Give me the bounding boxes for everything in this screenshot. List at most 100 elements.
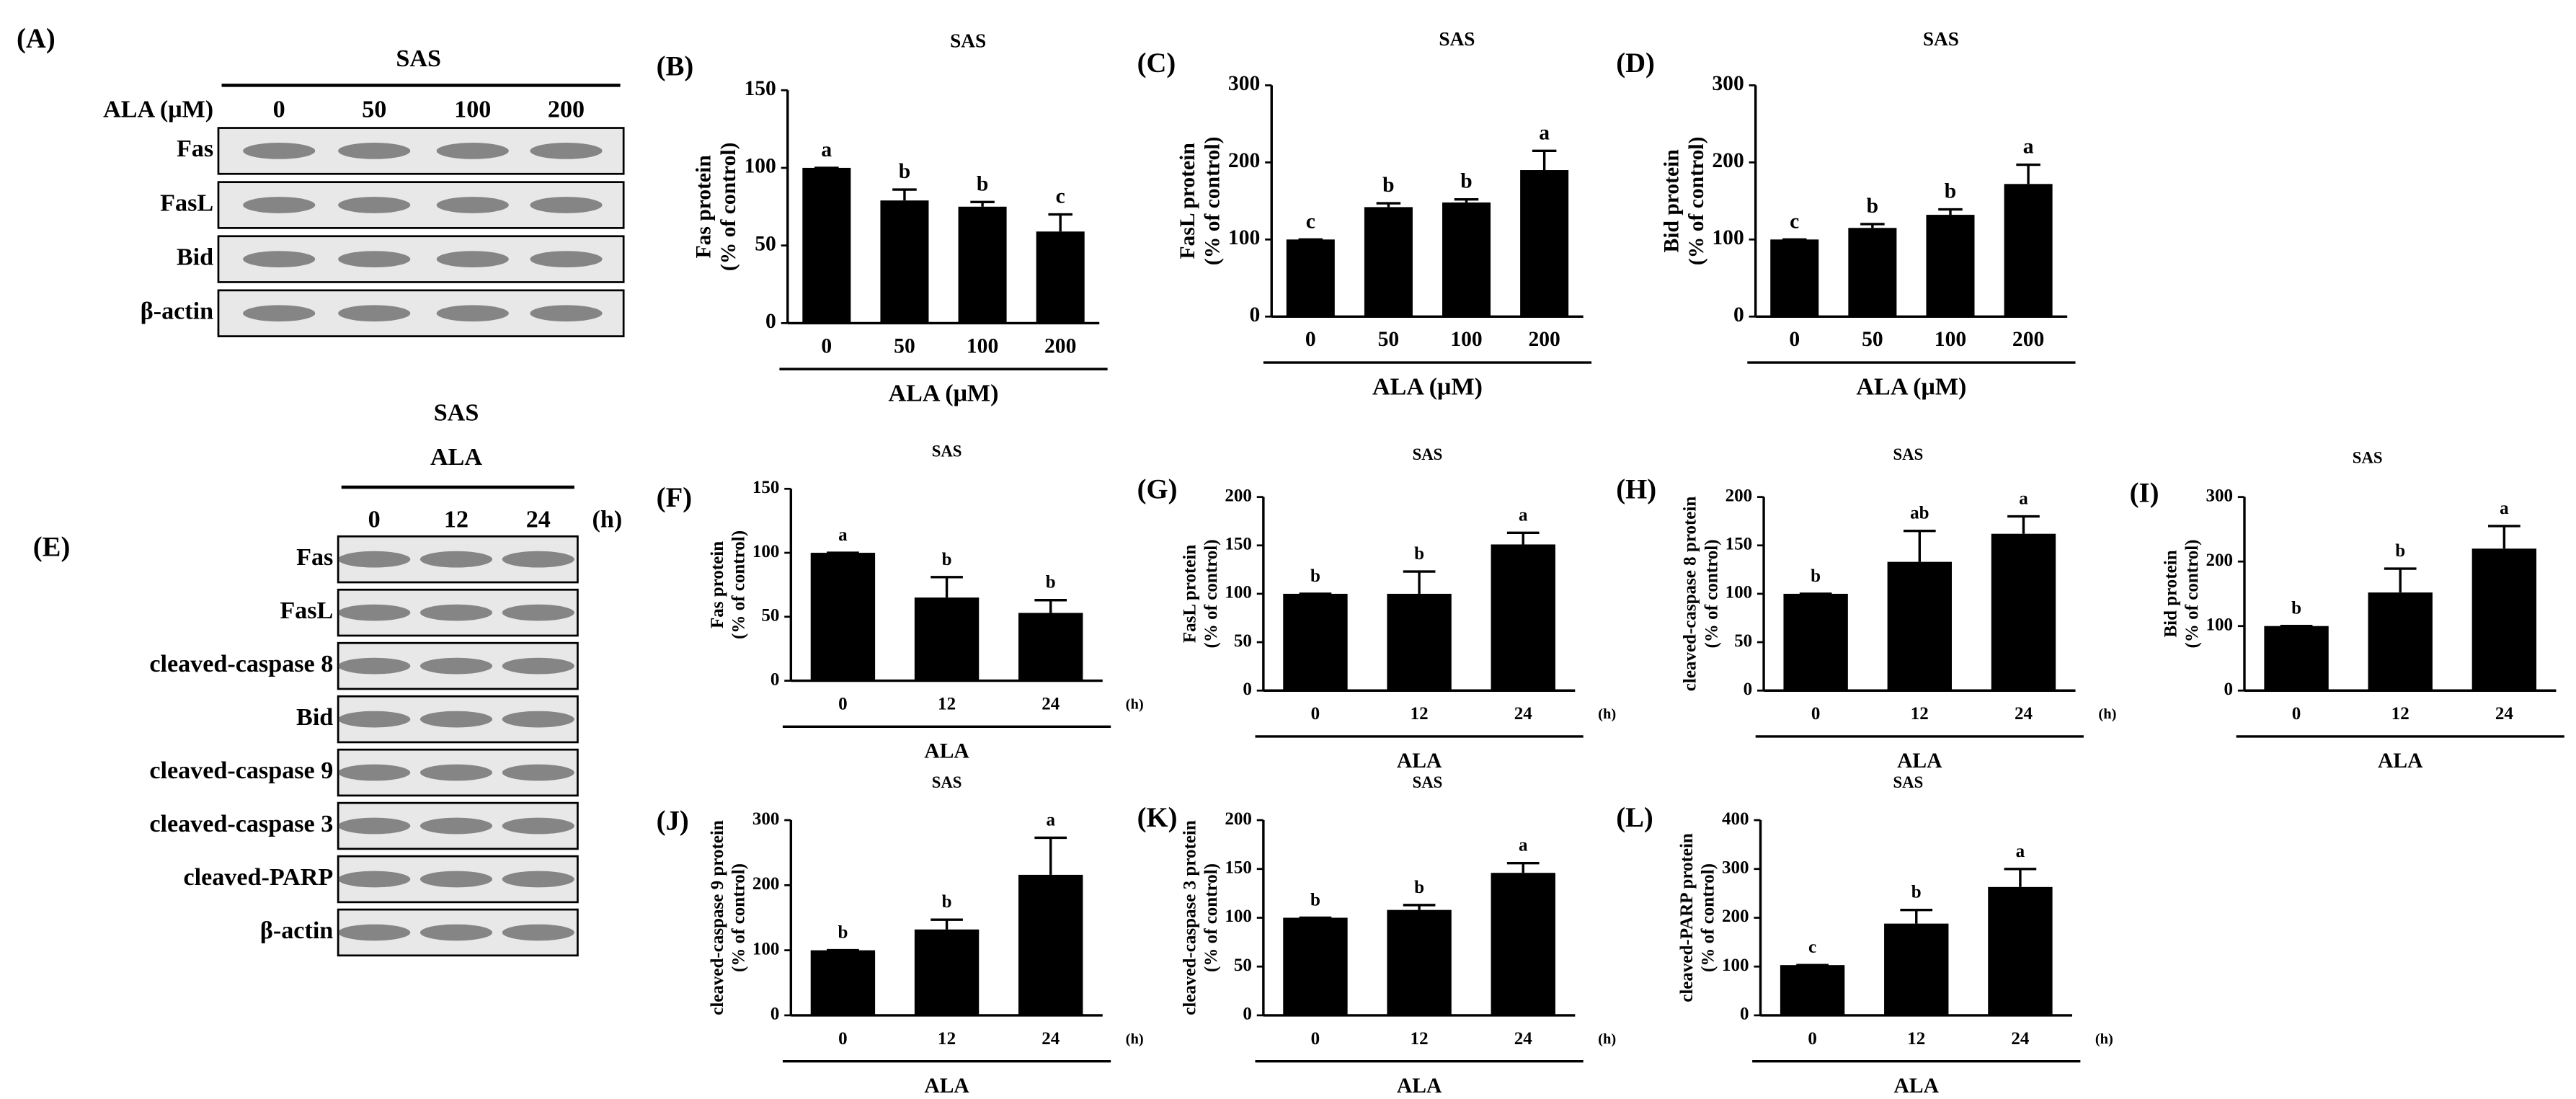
y-tick-label: 50 (755, 232, 776, 255)
significance-letter: b (2395, 541, 2405, 561)
lane-label: 200 (548, 97, 585, 123)
band (419, 657, 493, 675)
bar (1926, 215, 1975, 317)
bar (1848, 228, 1897, 317)
x-tick-label: 0 (838, 694, 848, 713)
y-tick-label: 0 (770, 1005, 780, 1024)
y-tick-label: 0 (1733, 303, 1744, 326)
x-tick-label: 50 (894, 334, 915, 357)
bar (1364, 207, 1413, 317)
band (419, 764, 493, 781)
x-tick-label: 24 (1041, 1029, 1060, 1049)
y-tick-label: 100 (1712, 226, 1744, 249)
x-tick-label: 0 (2292, 704, 2301, 724)
band (338, 604, 411, 621)
bar (1018, 613, 1083, 681)
x-tick-label: 24 (1041, 694, 1060, 713)
x-axis-label: ALA (μM) (1372, 373, 1483, 400)
y-tick-label: 0 (1744, 680, 1753, 699)
condition-label: ALA (430, 444, 482, 471)
x-tick-label: 0 (1808, 1029, 1817, 1049)
row-label: FasL (160, 190, 213, 216)
bar (1283, 917, 1348, 1015)
y-tick-label: 0 (1250, 303, 1261, 326)
y-tick-label: 200 (1722, 907, 1749, 926)
significance-letter: b (1811, 566, 1821, 586)
y-tick-label: 300 (2206, 486, 2234, 505)
y-axis-label: FasL protein (1180, 545, 1199, 644)
significance-letter: a (1519, 836, 1528, 855)
bar (914, 597, 980, 681)
significance-letter: b (1310, 566, 1320, 586)
y-tick-label: 0 (765, 310, 776, 333)
y-tick-label: 200 (2206, 551, 2234, 570)
y-axis-label: (% of control) (717, 143, 740, 272)
x-unit: (h) (2098, 706, 2116, 722)
lane-label: 0 (368, 507, 381, 533)
band (530, 143, 603, 159)
row-label: Fas (296, 544, 333, 571)
x-tick-label: 12 (938, 1029, 956, 1049)
x-tick-label: 24 (1514, 1029, 1533, 1049)
chart-title: SAS (1413, 445, 1443, 463)
band (502, 871, 574, 888)
chart-title: SAS (1893, 445, 1924, 463)
panel-label: (B) (657, 51, 694, 81)
y-tick-label: 0 (1243, 680, 1252, 699)
chart-title: SAS (932, 442, 962, 460)
y-tick-label: 50 (1734, 631, 1752, 651)
panel-label: (C) (1137, 48, 1176, 79)
y-axis-label: (% of control) (729, 863, 749, 972)
y-axis-label: Bid protein (1661, 149, 1684, 252)
x-axis-label: ALA (1397, 1074, 1442, 1098)
y-axis-label: cleaved-PARP protein (1677, 833, 1697, 1002)
x-tick-label: 12 (2391, 704, 2410, 724)
band (419, 711, 493, 728)
y-axis-label: (% of control) (1702, 539, 1721, 648)
x-tick-label: 0 (1811, 704, 1821, 724)
bar (1018, 874, 1083, 1015)
panel-label: (G) (1137, 475, 1178, 505)
y-tick-label: 150 (752, 478, 780, 497)
band (243, 197, 316, 213)
y-axis-label: (% of control) (729, 530, 749, 639)
bar (802, 167, 851, 324)
lane-label: 24 (526, 507, 551, 533)
x-tick-label: 12 (1911, 704, 1929, 724)
chart-title: SAS (2353, 449, 2383, 467)
band (338, 305, 411, 322)
y-tick-label: 150 (1726, 535, 1753, 554)
x-tick-label: 0 (1311, 1029, 1320, 1049)
x-axis-label: ALA (924, 740, 969, 763)
bar (810, 553, 876, 681)
band (338, 251, 411, 268)
band (436, 197, 509, 213)
y-tick-label: 150 (744, 77, 776, 100)
panel-label: (D) (1616, 48, 1655, 79)
y-axis-label: cleaved-caspase 3 protein (1180, 820, 1199, 1015)
significance-letter: a (2016, 842, 2025, 861)
bar (1991, 533, 2056, 691)
bar (1387, 909, 1452, 1015)
significance-letter: b (1414, 878, 1424, 897)
x-tick-label: 0 (1305, 328, 1316, 351)
y-tick-label: 0 (1740, 1005, 1749, 1024)
row-label: cleaved-caspase 3 (149, 811, 333, 837)
bar (1520, 170, 1569, 317)
y-axis-label: cleaved-caspase 8 protein (1681, 497, 1700, 692)
bar (1783, 593, 1848, 691)
significance-letter: c (1808, 938, 1816, 957)
x-tick-label: 24 (2015, 704, 2033, 724)
lane-label: 0 (273, 97, 285, 123)
row-label: cleaved-PARP (183, 864, 333, 891)
y-tick-label: 100 (1726, 583, 1753, 602)
significance-letter: a (2500, 499, 2509, 518)
y-tick-label: 100 (744, 155, 776, 178)
significance-letter: c (1790, 210, 1799, 233)
x-tick-label: 200 (2012, 328, 2044, 351)
x-tick-label: 12 (938, 694, 956, 713)
significance-letter: b (1046, 573, 1056, 592)
panel-label: (L) (1616, 803, 1653, 833)
